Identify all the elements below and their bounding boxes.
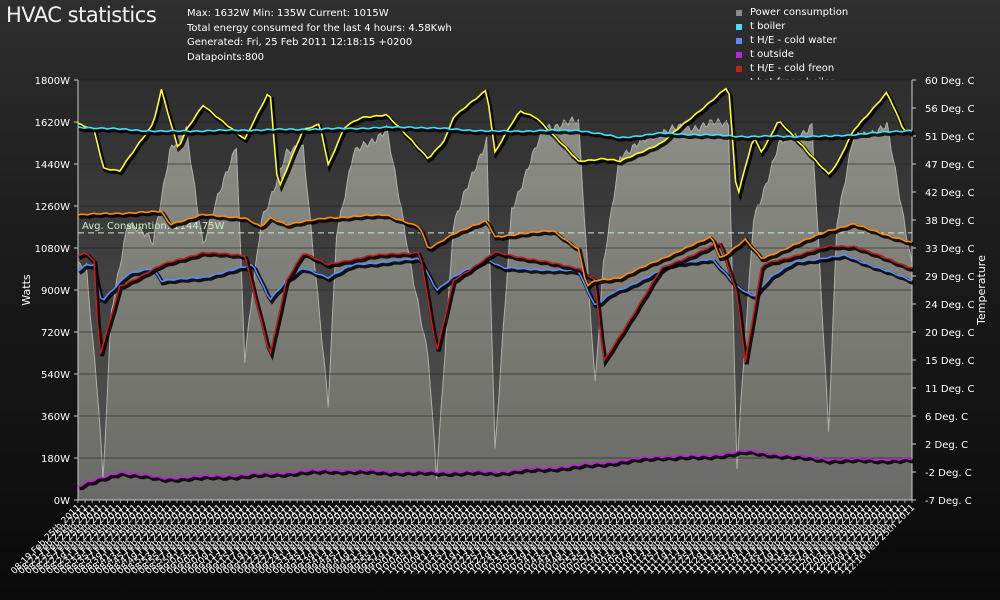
legend-label: t outside: [750, 49, 794, 60]
y2-tick-label: 29 Deg. C: [925, 272, 974, 283]
legend-label: t H/E - cold freon: [750, 63, 835, 74]
y2-tick-label: -7 Deg. C: [925, 496, 972, 507]
series-power-consumption: [77, 116, 913, 501]
stats-datapoints: Datapoints:800: [187, 51, 265, 63]
series-t-he-cold-water: [77, 253, 913, 306]
y-tick-label: 1260W: [35, 202, 70, 213]
y-tick-label: 0W: [54, 496, 70, 507]
legend-item-t-he-cold-freon: t H/E - cold freon: [736, 62, 848, 76]
y-tick-label: 180W: [41, 454, 70, 465]
series-shadow-t_outside: [79, 450, 914, 491]
series-shadow-t_boiler: [78, 126, 914, 142]
y2-tick-label: 47 Deg. C: [925, 160, 974, 171]
y2-tick-label: 15 Deg. C: [925, 356, 974, 367]
y2-tick-label: 2 Deg. C: [925, 440, 968, 451]
y-tick-label: 360W: [41, 412, 70, 423]
y2-tick-label: 42 Deg. C: [925, 188, 974, 199]
y2-tick-label: 24 Deg. C: [925, 300, 974, 311]
legend-label: t boiler: [750, 21, 786, 32]
legend-item-t-boiler: t boiler: [736, 20, 848, 34]
y2-tick-label: -2 Deg. C: [925, 468, 972, 479]
y-tick-label: 1620W: [35, 118, 70, 129]
series-t-boiler: [77, 125, 913, 139]
series-shadow-t_he_cold_water: [78, 254, 914, 309]
y2-axis-title: Temperature: [975, 255, 988, 326]
stats-energy: Total energy consumed for the last 4 hou…: [187, 22, 452, 34]
y-tick-label: 540W: [41, 370, 70, 381]
y-tick-label: 1080W: [35, 244, 70, 255]
series-t-outside: [77, 449, 913, 488]
y-tick-label: 900W: [41, 286, 70, 297]
legend-swatch: [736, 66, 742, 72]
y2-tick-label: 6 Deg. C: [925, 412, 968, 423]
y-tick-label: 720W: [41, 328, 70, 339]
y-tick-label: 1440W: [35, 160, 70, 171]
stats-panel: Max: 1632W Min: 135W Current: 1015W Tota…: [187, 7, 452, 65]
y2-tick-label: 60 Deg. C: [925, 76, 974, 87]
legend-swatch: [736, 52, 742, 58]
series-t-cold-freon-boiler: [77, 210, 913, 287]
avg-consumption-label: Avg. Consumtion: 1144.75W: [82, 221, 225, 232]
y2-tick-label: 51 Deg. C: [925, 132, 974, 143]
y2-tick-label: 11 Deg. C: [925, 384, 974, 395]
legend-label: Power consumption: [750, 7, 849, 18]
legend-label: t H/E - cold water: [750, 35, 837, 46]
stats-generated: Generated: Fri, 25 Feb 2011 12:18:15 +02…: [187, 37, 413, 48]
series-shadow-t_he_cold_freon: [78, 242, 914, 368]
y2-tick-label: 56 Deg. C: [925, 104, 974, 115]
series-shadow-t_cold_freon_boiler: [78, 211, 914, 291]
legend-swatch: [736, 10, 742, 16]
legend-item-power: Power consumption: [736, 6, 848, 20]
page-title: HVAC statistics: [6, 3, 157, 27]
y-axis-title: Watts: [20, 274, 33, 306]
series-t-hot-freon-boiler: [77, 87, 913, 195]
legend-swatch: [736, 38, 742, 44]
stats-minmax: Max: 1632W Min: 135W Current: 1015W: [187, 8, 389, 19]
y2-tick-label: 38 Deg. C: [925, 216, 974, 227]
legend-item-t-outside: t outside: [736, 48, 848, 62]
y2-tick-label: 20 Deg. C: [925, 328, 974, 339]
legend-item-t-he-cold-water: t H/E - cold water: [736, 34, 848, 48]
y2-tick-label: 33 Deg. C: [925, 244, 974, 255]
series-t-he-cold-freon: [77, 242, 913, 363]
legend-swatch: [736, 24, 742, 30]
series-shadow-t_hot_freon_boiler: [78, 87, 915, 202]
y-tick-label: 1800W: [35, 76, 70, 87]
